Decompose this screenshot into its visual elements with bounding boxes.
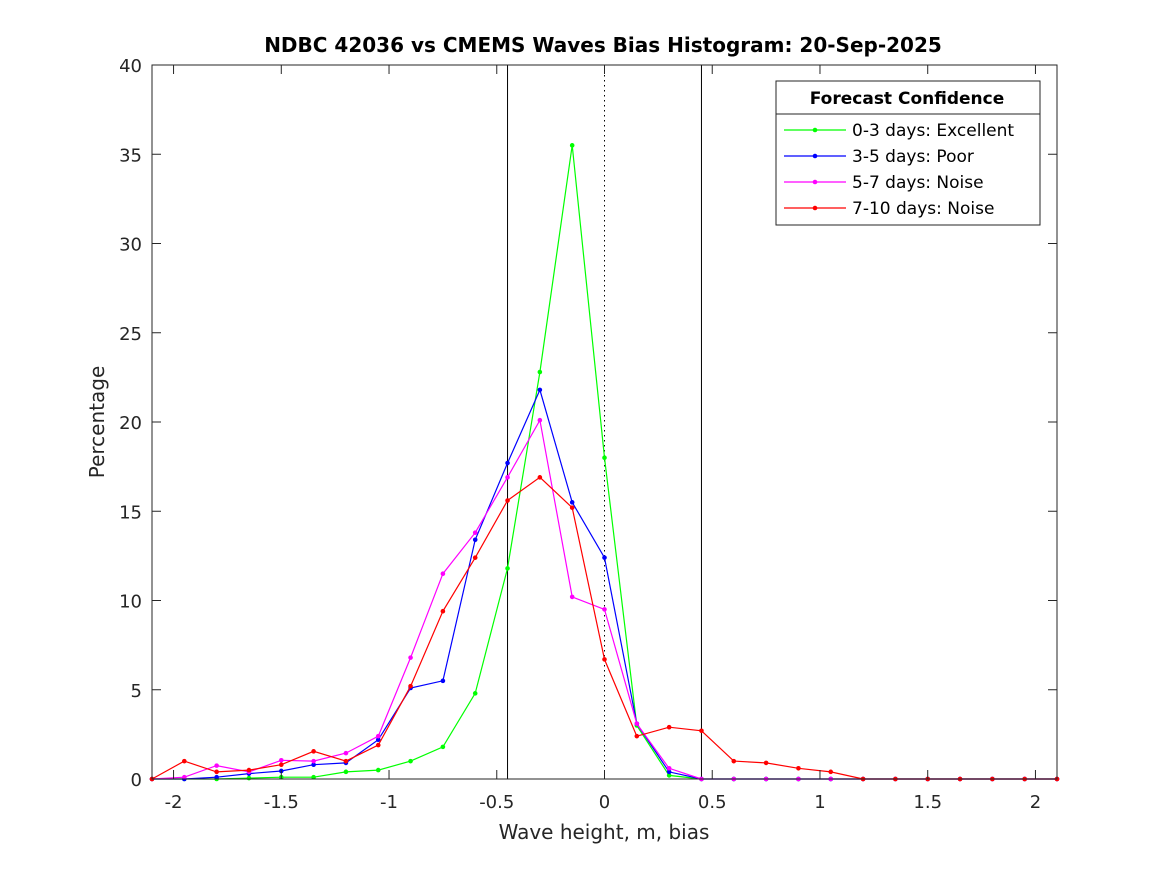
x-tick-label: -1.5 xyxy=(264,792,299,813)
data-point xyxy=(569,143,575,148)
data-point xyxy=(634,733,640,739)
data-point xyxy=(311,762,316,768)
data-point xyxy=(666,773,672,778)
data-point xyxy=(311,774,316,780)
data-point xyxy=(375,733,381,739)
data-point xyxy=(569,505,575,510)
y-tick-label: 20 xyxy=(119,413,142,434)
data-point xyxy=(537,369,543,375)
data-point xyxy=(731,758,737,764)
data-point xyxy=(472,555,478,560)
legend-swatch-marker xyxy=(812,179,818,185)
reference-lines xyxy=(507,65,702,779)
data-point xyxy=(343,758,349,764)
data-point xyxy=(440,744,446,750)
data-point xyxy=(246,775,252,781)
series-1 xyxy=(149,387,1060,782)
data-point xyxy=(343,769,349,775)
data-point xyxy=(440,678,446,684)
data-point xyxy=(796,765,801,771)
data-point xyxy=(408,683,413,689)
data-point xyxy=(214,774,219,780)
data-point xyxy=(505,460,510,466)
series-2 xyxy=(149,417,1060,782)
y-tick-label: 10 xyxy=(119,592,142,613)
chart-title: NDBC 42036 vs CMEMS Waves Bias Histogram… xyxy=(264,33,942,57)
data-point xyxy=(311,758,316,764)
y-axis-label: Percentage xyxy=(85,366,109,479)
data-point xyxy=(569,594,575,600)
data-point xyxy=(828,769,834,775)
legend-title: Forecast Confidence xyxy=(810,89,1005,109)
data-point xyxy=(537,387,543,393)
data-point xyxy=(505,475,510,480)
data-point xyxy=(440,608,446,614)
data-point xyxy=(246,767,252,773)
data-point xyxy=(602,607,607,612)
data-point xyxy=(602,555,607,560)
data-point xyxy=(278,762,284,768)
data-point xyxy=(602,455,607,461)
x-tick-label: 1.5 xyxy=(913,792,942,813)
y-tick-label: 40 xyxy=(119,56,142,77)
y-tick-label: 30 xyxy=(119,235,142,256)
y-tick-label: 5 xyxy=(131,681,142,702)
legend-swatch-marker xyxy=(812,153,818,159)
data-point xyxy=(182,758,187,764)
data-point xyxy=(343,750,349,756)
data-point xyxy=(666,724,672,730)
data-point xyxy=(375,742,381,748)
data-point xyxy=(505,566,510,571)
x-tick-label: -1 xyxy=(380,792,398,813)
data-point xyxy=(763,760,769,766)
data-point xyxy=(699,728,704,734)
data-point xyxy=(375,737,381,743)
legend: Forecast Confidence 0-3 days: Excellent 3… xyxy=(775,80,1041,226)
data-point xyxy=(375,767,381,773)
legend-entry-label: 3-5 days: Poor xyxy=(852,147,974,167)
x-tick-label: -0.5 xyxy=(479,792,514,813)
data-point xyxy=(666,765,672,771)
data-point xyxy=(602,657,607,662)
series-line xyxy=(151,476,1057,780)
data-point xyxy=(214,763,219,768)
x-tick-label: 1 xyxy=(814,792,825,813)
data-point xyxy=(472,691,478,696)
data-point xyxy=(569,500,575,505)
data-point xyxy=(666,769,672,775)
data-point xyxy=(440,571,446,577)
data-point xyxy=(311,749,316,754)
data-point xyxy=(182,774,187,780)
y-tick-label: 15 xyxy=(119,502,142,523)
data-point xyxy=(505,498,510,503)
data-point xyxy=(537,417,543,423)
legend-entry-label: 5-7 days: Noise xyxy=(852,173,984,193)
legend-entry-label: 0-3 days: Excellent xyxy=(852,121,1014,141)
y-tick-label: 0 xyxy=(131,770,142,791)
y-tick-label: 35 xyxy=(119,145,142,166)
data-point xyxy=(472,537,478,543)
x-tick-label: -2 xyxy=(165,792,183,813)
data-point xyxy=(408,758,413,764)
legend-entries: 0-3 days: Excellent 3-5 days: Poor 5-7 day… xyxy=(784,121,1014,219)
x-axis-label: Wave height, m, bias xyxy=(499,820,710,844)
data-point xyxy=(634,721,640,726)
legend-box xyxy=(775,113,1041,226)
data-point xyxy=(214,769,219,775)
x-tick-label: 0 xyxy=(599,792,610,813)
legend-swatch-marker xyxy=(812,205,818,211)
data-point xyxy=(408,655,413,660)
legend-entry-label: 7-10 days: Noise xyxy=(852,199,994,219)
data-point xyxy=(278,757,284,763)
x-tick-label: 0.5 xyxy=(698,792,727,813)
data-point xyxy=(472,530,478,535)
data-point xyxy=(537,475,543,480)
legend-swatch-marker xyxy=(812,127,818,133)
x-tick-label: 2 xyxy=(1030,792,1041,813)
y-tick-label: 25 xyxy=(119,324,142,345)
